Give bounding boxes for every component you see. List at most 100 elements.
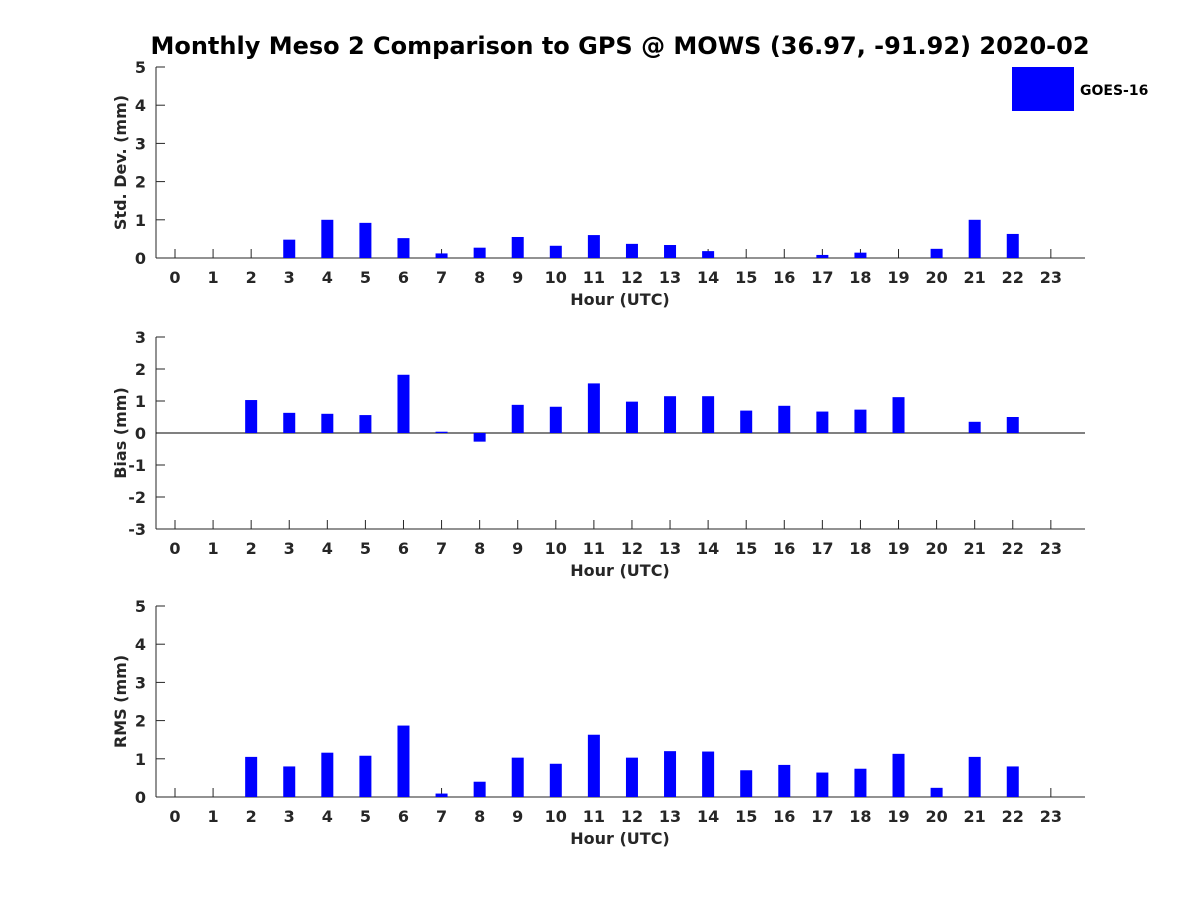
bar bbox=[245, 400, 258, 433]
y-tick-label: 0 bbox=[135, 424, 146, 443]
bar bbox=[587, 383, 600, 433]
bar bbox=[854, 768, 867, 797]
bar bbox=[702, 396, 715, 433]
x-tick-label: 9 bbox=[512, 807, 523, 826]
bar bbox=[1006, 233, 1019, 258]
bar bbox=[968, 219, 981, 258]
x-tick-label: 1 bbox=[208, 539, 219, 558]
y-tick-label: 0 bbox=[135, 788, 146, 807]
x-tick-label: 2 bbox=[246, 539, 257, 558]
x-tick-label: 11 bbox=[583, 268, 605, 287]
chart-title: Monthly Meso 2 Comparison to GPS @ MOWS … bbox=[150, 32, 1089, 60]
y-tick-label: 2 bbox=[135, 173, 146, 192]
x-tick-label: 15 bbox=[735, 268, 757, 287]
x-tick-label: 23 bbox=[1040, 268, 1062, 287]
bar bbox=[778, 405, 791, 433]
bar bbox=[1006, 417, 1019, 433]
x-tick-label: 6 bbox=[398, 539, 409, 558]
y-tick-label: 2 bbox=[135, 360, 146, 379]
bar bbox=[740, 410, 753, 433]
x-tick-label: 8 bbox=[474, 807, 485, 826]
legend-label: GOES-16 bbox=[1080, 83, 1148, 99]
y-tick-label: 3 bbox=[135, 328, 146, 347]
y-tick-label: -3 bbox=[128, 520, 146, 539]
x-tick-label: 5 bbox=[360, 807, 371, 826]
y-tick-label: 4 bbox=[135, 96, 146, 115]
bar bbox=[854, 409, 867, 433]
bar bbox=[702, 251, 715, 258]
y-tick-label: 2 bbox=[135, 712, 146, 731]
x-tick-label: 11 bbox=[583, 539, 605, 558]
y-tick-label: -2 bbox=[128, 488, 146, 507]
x-tick-label: 17 bbox=[811, 807, 833, 826]
y-tick-label: 1 bbox=[135, 750, 146, 769]
bar bbox=[625, 757, 638, 797]
bar bbox=[816, 772, 829, 797]
x-tick-label: 21 bbox=[964, 268, 986, 287]
bar bbox=[930, 248, 943, 258]
x-tick-label: 3 bbox=[284, 268, 295, 287]
x-tick-label: 0 bbox=[169, 807, 180, 826]
bar bbox=[511, 757, 524, 797]
x-tick-label: 13 bbox=[659, 539, 681, 558]
x-tick-label: 18 bbox=[849, 539, 871, 558]
x-tick-label: 17 bbox=[811, 539, 833, 558]
x-tick-label: 7 bbox=[436, 268, 447, 287]
x-tick-label: 22 bbox=[1002, 268, 1024, 287]
bar bbox=[435, 253, 448, 258]
bar bbox=[435, 431, 448, 433]
x-tick-label: 20 bbox=[925, 539, 947, 558]
y-tick-label: 5 bbox=[135, 58, 146, 77]
x-tick-label: 17 bbox=[811, 268, 833, 287]
bar bbox=[740, 770, 753, 797]
x-tick-label: 21 bbox=[964, 807, 986, 826]
y-tick-label: 5 bbox=[135, 597, 146, 616]
bar bbox=[816, 254, 829, 258]
x-tick-label: 4 bbox=[322, 268, 333, 287]
y-axis-label: Std. Dev. (mm) bbox=[111, 95, 130, 230]
bar bbox=[587, 734, 600, 797]
bar bbox=[473, 433, 486, 442]
bar bbox=[473, 247, 486, 258]
x-tick-label: 3 bbox=[284, 807, 295, 826]
x-tick-label: 2 bbox=[246, 268, 257, 287]
y-tick-label: -1 bbox=[128, 456, 146, 475]
x-tick-label: 9 bbox=[512, 268, 523, 287]
y-tick-label: 3 bbox=[135, 673, 146, 692]
bar bbox=[892, 753, 905, 797]
x-axis-label: Hour (UTC) bbox=[570, 290, 670, 309]
bar bbox=[473, 781, 486, 797]
bar bbox=[587, 235, 600, 258]
bar bbox=[549, 245, 562, 258]
x-tick-label: 10 bbox=[545, 268, 567, 287]
x-tick-label: 20 bbox=[925, 268, 947, 287]
bar bbox=[816, 411, 829, 433]
bar bbox=[702, 751, 715, 797]
bar bbox=[892, 397, 905, 433]
x-tick-label: 12 bbox=[621, 807, 643, 826]
legend-swatch bbox=[1012, 67, 1074, 111]
y-tick-label: 0 bbox=[135, 249, 146, 268]
x-tick-label: 16 bbox=[773, 539, 795, 558]
bar bbox=[397, 725, 410, 797]
bar bbox=[397, 238, 410, 258]
x-tick-label: 0 bbox=[169, 539, 180, 558]
bar bbox=[283, 412, 296, 433]
x-tick-label: 5 bbox=[360, 539, 371, 558]
y-axis-label: RMS (mm) bbox=[111, 655, 130, 748]
x-tick-label: 0 bbox=[169, 268, 180, 287]
x-tick-label: 19 bbox=[887, 807, 909, 826]
x-tick-label: 23 bbox=[1040, 807, 1062, 826]
x-tick-label: 21 bbox=[964, 539, 986, 558]
x-tick-label: 12 bbox=[621, 539, 643, 558]
bar bbox=[778, 764, 791, 797]
x-tick-label: 8 bbox=[474, 268, 485, 287]
x-tick-label: 4 bbox=[322, 539, 333, 558]
x-tick-label: 1 bbox=[208, 807, 219, 826]
x-tick-label: 19 bbox=[887, 539, 909, 558]
